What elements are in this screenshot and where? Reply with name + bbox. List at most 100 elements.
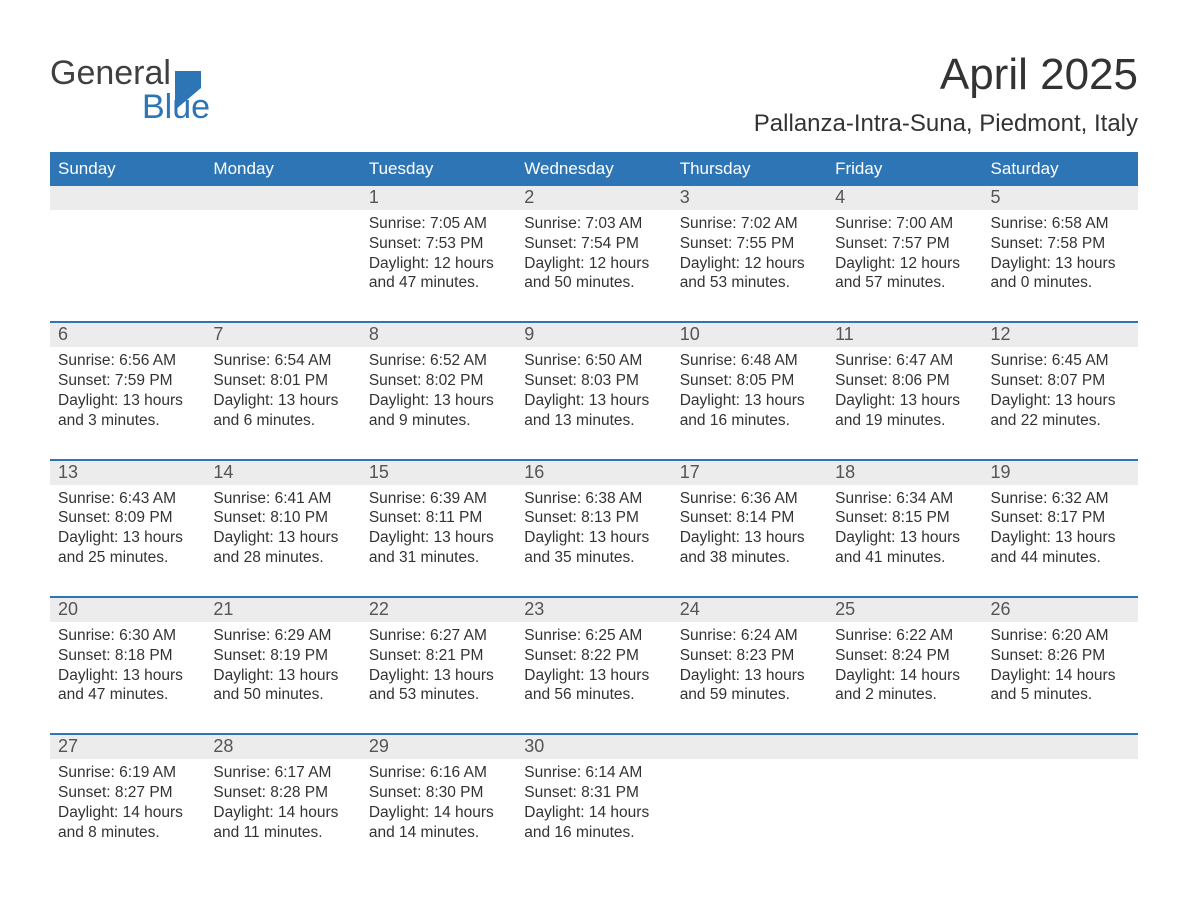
- sunrise-text: Sunrise: 6:38 AM: [524, 489, 663, 509]
- sunrise-text: Sunrise: 6:29 AM: [213, 626, 352, 646]
- day-details: Sunrise: 7:05 AMSunset: 7:53 PMDaylight:…: [361, 210, 516, 321]
- day-details: Sunrise: 7:03 AMSunset: 7:54 PMDaylight:…: [516, 210, 671, 321]
- sunset-text: Sunset: 8:30 PM: [369, 783, 508, 803]
- day-details: Sunrise: 6:54 AMSunset: 8:01 PMDaylight:…: [205, 347, 360, 458]
- day-number: 30: [516, 735, 671, 759]
- day-number: 4: [827, 186, 982, 210]
- day-details: [672, 759, 827, 870]
- day-details: Sunrise: 6:34 AMSunset: 8:15 PMDaylight:…: [827, 485, 982, 596]
- daylight-text: Daylight: 14 hours and 2 minutes.: [835, 666, 974, 706]
- sunrise-text: Sunrise: 7:02 AM: [680, 214, 819, 234]
- day-details: Sunrise: 6:19 AMSunset: 8:27 PMDaylight:…: [50, 759, 205, 870]
- daynum-row: 20212223242526: [50, 596, 1138, 622]
- day-details: [827, 759, 982, 870]
- sunrise-text: Sunrise: 6:22 AM: [835, 626, 974, 646]
- day-number: 15: [361, 461, 516, 485]
- week-row: 12345Sunrise: 7:05 AMSunset: 7:53 PMDayl…: [50, 186, 1138, 321]
- title-block: April 2025 Pallanza-Intra-Suna, Piedmont…: [754, 50, 1138, 138]
- sunset-text: Sunset: 7:53 PM: [369, 234, 508, 254]
- sunset-text: Sunset: 8:14 PM: [680, 508, 819, 528]
- sunset-text: Sunset: 7:58 PM: [991, 234, 1130, 254]
- day-number: 5: [983, 186, 1138, 210]
- day-details: Sunrise: 6:43 AMSunset: 8:09 PMDaylight:…: [50, 485, 205, 596]
- sunrise-text: Sunrise: 6:56 AM: [58, 351, 197, 371]
- sunset-text: Sunset: 7:54 PM: [524, 234, 663, 254]
- sunset-text: Sunset: 7:57 PM: [835, 234, 974, 254]
- day-number: 28: [205, 735, 360, 759]
- day-details: Sunrise: 6:24 AMSunset: 8:23 PMDaylight:…: [672, 622, 827, 733]
- day-details: Sunrise: 6:30 AMSunset: 8:18 PMDaylight:…: [50, 622, 205, 733]
- daylight-text: Daylight: 13 hours and 47 minutes.: [58, 666, 197, 706]
- sunrise-text: Sunrise: 6:41 AM: [213, 489, 352, 509]
- weekday-sun: Sunday: [50, 152, 205, 186]
- sunrise-text: Sunrise: 6:54 AM: [213, 351, 352, 371]
- weeks-container: 12345Sunrise: 7:05 AMSunset: 7:53 PMDayl…: [50, 186, 1138, 871]
- day-number: 11: [827, 323, 982, 347]
- day-details: Sunrise: 6:48 AMSunset: 8:05 PMDaylight:…: [672, 347, 827, 458]
- daylight-text: Daylight: 14 hours and 14 minutes.: [369, 803, 508, 843]
- daylight-text: Daylight: 13 hours and 35 minutes.: [524, 528, 663, 568]
- sunset-text: Sunset: 8:23 PM: [680, 646, 819, 666]
- day-number: 23: [516, 598, 671, 622]
- sunset-text: Sunset: 8:19 PM: [213, 646, 352, 666]
- daylight-text: Daylight: 13 hours and 13 minutes.: [524, 391, 663, 431]
- details-row: Sunrise: 6:19 AMSunset: 8:27 PMDaylight:…: [50, 759, 1138, 870]
- day-number: 7: [205, 323, 360, 347]
- details-row: Sunrise: 6:56 AMSunset: 7:59 PMDaylight:…: [50, 347, 1138, 458]
- day-number: 12: [983, 323, 1138, 347]
- sunset-text: Sunset: 7:55 PM: [680, 234, 819, 254]
- day-number: 1: [361, 186, 516, 210]
- sunset-text: Sunset: 8:17 PM: [991, 508, 1130, 528]
- day-number: 27: [50, 735, 205, 759]
- day-number: 26: [983, 598, 1138, 622]
- daylight-text: Daylight: 14 hours and 5 minutes.: [991, 666, 1130, 706]
- day-number: [827, 735, 982, 759]
- header: General Blue April 2025 Pallanza-Intra-S…: [50, 50, 1138, 138]
- sunset-text: Sunset: 8:28 PM: [213, 783, 352, 803]
- week-row: 20212223242526Sunrise: 6:30 AMSunset: 8:…: [50, 596, 1138, 733]
- calendar: Sunday Monday Tuesday Wednesday Thursday…: [50, 152, 1138, 871]
- sunset-text: Sunset: 8:24 PM: [835, 646, 974, 666]
- daylight-text: Daylight: 13 hours and 22 minutes.: [991, 391, 1130, 431]
- day-number: 6: [50, 323, 205, 347]
- sunrise-text: Sunrise: 6:32 AM: [991, 489, 1130, 509]
- sunset-text: Sunset: 8:11 PM: [369, 508, 508, 528]
- logo-text-block: General Blue: [50, 56, 210, 124]
- sunset-text: Sunset: 8:10 PM: [213, 508, 352, 528]
- daylight-text: Daylight: 13 hours and 59 minutes.: [680, 666, 819, 706]
- day-details: Sunrise: 6:20 AMSunset: 8:26 PMDaylight:…: [983, 622, 1138, 733]
- sunrise-text: Sunrise: 6:36 AM: [680, 489, 819, 509]
- day-details: Sunrise: 6:39 AMSunset: 8:11 PMDaylight:…: [361, 485, 516, 596]
- daynum-row: 12345: [50, 186, 1138, 210]
- sunset-text: Sunset: 8:18 PM: [58, 646, 197, 666]
- weekday-tue: Tuesday: [361, 152, 516, 186]
- day-details: [205, 210, 360, 321]
- day-number: 2: [516, 186, 671, 210]
- day-number: [672, 735, 827, 759]
- day-details: Sunrise: 6:47 AMSunset: 8:06 PMDaylight:…: [827, 347, 982, 458]
- sunset-text: Sunset: 8:03 PM: [524, 371, 663, 391]
- day-details: Sunrise: 6:16 AMSunset: 8:30 PMDaylight:…: [361, 759, 516, 870]
- daylight-text: Daylight: 13 hours and 53 minutes.: [369, 666, 508, 706]
- week-row: 6789101112Sunrise: 6:56 AMSunset: 7:59 P…: [50, 321, 1138, 458]
- daynum-row: 6789101112: [50, 321, 1138, 347]
- day-number: 9: [516, 323, 671, 347]
- sunset-text: Sunset: 8:21 PM: [369, 646, 508, 666]
- sunrise-text: Sunrise: 6:27 AM: [369, 626, 508, 646]
- day-details: Sunrise: 6:17 AMSunset: 8:28 PMDaylight:…: [205, 759, 360, 870]
- daylight-text: Daylight: 13 hours and 16 minutes.: [680, 391, 819, 431]
- sunrise-text: Sunrise: 7:05 AM: [369, 214, 508, 234]
- details-row: Sunrise: 7:05 AMSunset: 7:53 PMDaylight:…: [50, 210, 1138, 321]
- day-details: Sunrise: 6:29 AMSunset: 8:19 PMDaylight:…: [205, 622, 360, 733]
- sunrise-text: Sunrise: 6:50 AM: [524, 351, 663, 371]
- sunrise-text: Sunrise: 6:20 AM: [991, 626, 1130, 646]
- sunrise-text: Sunrise: 6:16 AM: [369, 763, 508, 783]
- day-details: Sunrise: 7:00 AMSunset: 7:57 PMDaylight:…: [827, 210, 982, 321]
- week-row: 27282930Sunrise: 6:19 AMSunset: 8:27 PMD…: [50, 733, 1138, 870]
- day-number: 22: [361, 598, 516, 622]
- sunset-text: Sunset: 8:05 PM: [680, 371, 819, 391]
- week-row: 13141516171819Sunrise: 6:43 AMSunset: 8:…: [50, 459, 1138, 596]
- day-number: 8: [361, 323, 516, 347]
- daylight-text: Daylight: 13 hours and 44 minutes.: [991, 528, 1130, 568]
- sunrise-text: Sunrise: 7:00 AM: [835, 214, 974, 234]
